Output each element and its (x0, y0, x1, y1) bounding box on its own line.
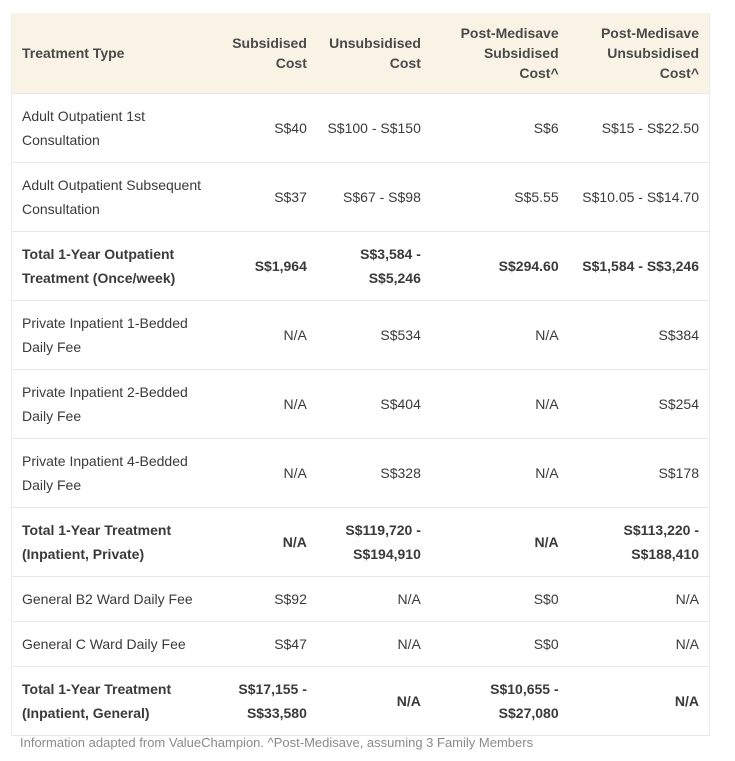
cost-cell: S$5.55 (430, 162, 569, 232)
cost-cell: S$100 - S$150 (316, 93, 431, 163)
cost-cell: S$119,720 - S$194,910 (316, 507, 431, 577)
cost-cell: S$10,655 - S$27,080 (430, 666, 569, 736)
header-row: Treatment Type Subsidised Cost Unsubsidi… (11, 13, 710, 94)
table-row: General C Ward Daily Fee S$47 N/A S$0 N/A (11, 621, 710, 667)
cost-cell: S$40 (211, 93, 317, 163)
treatment-type-cell: Total 1-Year Treatment (Inpatient, Gener… (11, 666, 212, 736)
cost-cell: S$1,964 (211, 231, 317, 301)
cost-cell: S$534 (316, 300, 431, 370)
cost-cell: S$67 - S$98 (316, 162, 431, 232)
cost-cell: N/A (316, 576, 431, 622)
table-row: Private Inpatient 1-Bedded Daily Fee N/A S… (11, 300, 710, 370)
table-header: Treatment Type Subsidised Cost Unsubsidi… (11, 13, 710, 94)
cost-cell: S$17,155 - S$33,580 (211, 666, 317, 736)
footnote: Information adapted from ValueChampion. … (20, 735, 534, 750)
cost-cell: N/A (430, 438, 569, 508)
cost-cell: S$254 (568, 369, 710, 439)
cost-cell: S$92 (211, 576, 317, 622)
treatment-type-cell: Adult Outpatient 1st Consultation (11, 93, 212, 163)
header-treatment-type: Treatment Type (22, 45, 125, 61)
cost-cell: N/A (211, 507, 317, 577)
cost-cell: N/A (430, 507, 569, 577)
table-row: Private Inpatient 2-Bedded Daily Fee N/A S… (11, 369, 710, 439)
cost-cell: S$1,584 - S$3,246 (568, 231, 710, 301)
cost-cell: N/A (568, 666, 710, 736)
cost-cell: S$15 - S$22.50 (568, 93, 710, 163)
table-row-total: Total 1-Year Treatment (Inpatient, Priva… (11, 507, 710, 577)
cost-cell: N/A (316, 666, 431, 736)
treatment-type-cell: Private Inpatient 4-Bedded Daily Fee (11, 438, 212, 508)
treatment-type-cell: Adult Outpatient Subsequent Consultation (11, 162, 212, 232)
cost-cell: S$0 (430, 576, 569, 622)
cost-cell: N/A (430, 369, 569, 439)
cost-cell: S$113,220 - S$188,410 (568, 507, 710, 577)
cost-cell: N/A (211, 300, 317, 370)
cost-cell: N/A (316, 621, 431, 667)
table-body: Adult Outpatient 1st Consultation S$40 S$1… (11, 93, 710, 736)
treatment-type-cell: Total 1-Year Outpatient Treatment (Once/… (11, 231, 212, 301)
cost-table: Treatment Type Subsidised Cost Unsubsidi… (11, 13, 710, 736)
cost-cell: N/A (568, 621, 710, 667)
cost-cell: N/A (211, 438, 317, 508)
treatment-type-cell: Total 1-Year Treatment (Inpatient, Priva… (11, 507, 212, 577)
cost-cell: S$404 (316, 369, 431, 439)
table-row: Adult Outpatient Subsequent Consultation… (11, 162, 710, 232)
table-row: Private Inpatient 4-Bedded Daily Fee N/A S… (11, 438, 710, 508)
treatment-type-cell: General B2 Ward Daily Fee (11, 576, 212, 622)
cost-cell: S$37 (211, 162, 317, 232)
cost-cell: S$0 (430, 621, 569, 667)
table-row: Adult Outpatient 1st Consultation S$40 S$1… (11, 93, 710, 163)
table-row: General B2 Ward Daily Fee S$92 N/A S$0 N/A (11, 576, 710, 622)
cost-cell: S$6 (430, 93, 569, 163)
cost-cell: S$10.05 - S$14.70 (568, 162, 710, 232)
cost-cell: S$47 (211, 621, 317, 667)
treatment-type-cell: Private Inpatient 1-Bedded Daily Fee (11, 300, 212, 370)
cost-cell: S$3,584 - S$5,246 (316, 231, 431, 301)
table-row-total: Total 1-Year Outpatient Treatment (Once/… (11, 231, 710, 301)
cost-cell: S$328 (316, 438, 431, 508)
cost-cell: N/A (568, 576, 710, 622)
cost-cell: S$384 (568, 300, 710, 370)
cost-cell: N/A (211, 369, 317, 439)
header-subsidised-cost: Subsidised Cost (232, 35, 307, 71)
cost-cell: N/A (430, 300, 569, 370)
table-row-total: Total 1-Year Treatment (Inpatient, Gener… (11, 666, 710, 736)
header-unsubsidised-cost: Unsubsidised Cost (329, 35, 421, 71)
header-post-medisave-subsidised: Post-Medisave Subsidised Cost^ (460, 25, 559, 81)
cost-cell: S$294.60 (430, 231, 569, 301)
cost-cell: S$178 (568, 438, 710, 508)
treatment-type-cell: Private Inpatient 2-Bedded Daily Fee (11, 369, 212, 439)
treatment-type-cell: General C Ward Daily Fee (11, 621, 212, 667)
header-post-medisave-unsubsidised: Post-Medisave Unsubsidised Cost^ (600, 25, 699, 81)
